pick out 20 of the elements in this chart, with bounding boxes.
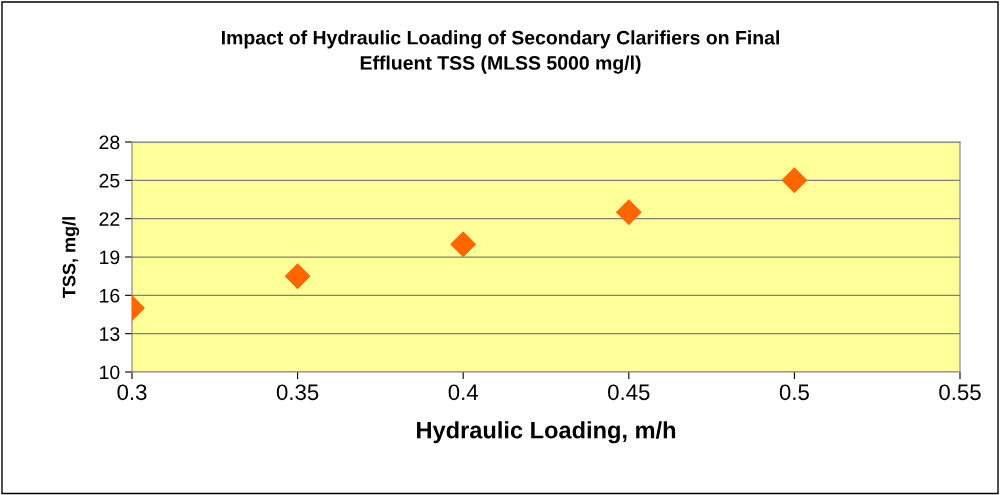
point [450,231,476,257]
point [781,167,808,194]
x-tick-label: 0.35 [276,384,319,401]
y-tick-label: 10 [100,365,120,380]
y-axis-title: TSS, mg/l [62,217,80,298]
y-tick-label: 13 [100,327,120,341]
x-tick-label: 0.45 [608,384,650,401]
chart-title: Impact of Hydraulic Loading of Secondary Clarifiers on Final Effluent TSS (MLSS 5000 mg/l) [221,30,779,74]
x-tick-label: 0.55 [939,384,981,401]
x-tick-label: 0.5 [779,384,809,401]
point [284,263,311,289]
x-tick-label: 0.3 [117,384,147,401]
x-axis-title: Hydraulic Loading, m/h [417,421,676,444]
y-tick-label: 19 [100,250,120,265]
y-tick-label: 16 [100,288,120,303]
x-tick-label: 0.4 [448,384,478,401]
point [616,199,642,226]
y-tick-label: 22 [99,212,120,226]
y-tick-label: 25 [99,173,120,188]
y-tick-label: 28 [99,135,120,150]
